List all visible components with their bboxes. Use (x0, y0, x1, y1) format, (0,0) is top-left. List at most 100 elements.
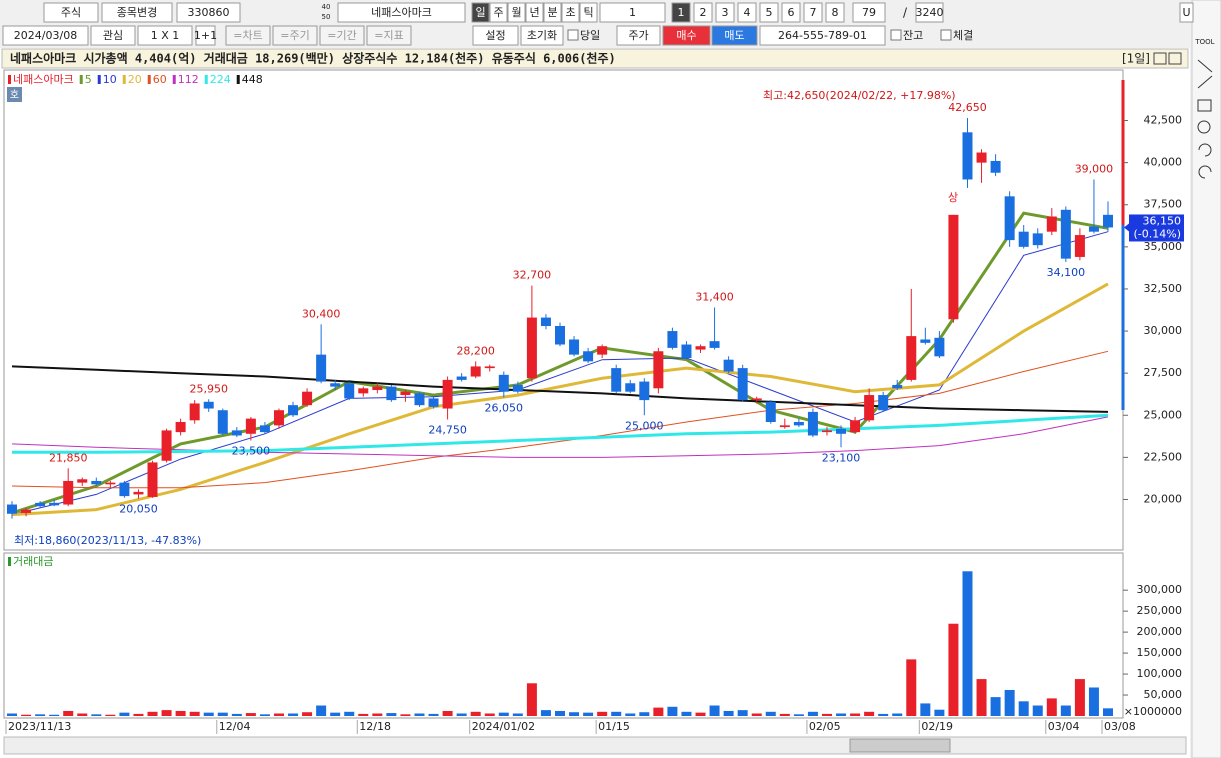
button-label: 1+1 (194, 29, 217, 42)
button[interactable] (759, 25, 886, 46)
button[interactable] (915, 2, 944, 23)
volume-bar (583, 712, 594, 716)
button[interactable] (737, 2, 757, 23)
period-label: [1일] (1122, 52, 1150, 66)
button[interactable] (90, 25, 136, 46)
button[interactable] (507, 2, 526, 23)
volume-bar (878, 713, 889, 716)
checkbox[interactable] (890, 29, 902, 41)
button[interactable] (599, 2, 666, 23)
candle-body (948, 214, 959, 320)
y-tick-label: 25,000 (1144, 408, 1183, 421)
moving-average (12, 413, 1109, 454)
button[interactable] (195, 25, 216, 46)
volume-bar (934, 709, 945, 716)
button-label: 6 (788, 6, 795, 19)
button[interactable] (520, 25, 564, 46)
legend-label: 60 (153, 73, 167, 86)
button[interactable] (471, 2, 490, 23)
y-tick-label: 100,000 (1137, 667, 1183, 680)
button-label: 월 (511, 6, 521, 19)
volume-bar (737, 710, 748, 716)
button[interactable] (2, 25, 89, 46)
scrollbar[interactable] (3, 736, 1187, 755)
button[interactable] (693, 2, 713, 23)
candle-body (273, 410, 284, 426)
button[interactable] (759, 2, 779, 23)
candle-body (414, 393, 425, 406)
separator: / (903, 6, 908, 20)
button[interactable] (579, 2, 598, 23)
checkbox[interactable] (940, 29, 952, 41)
button[interactable] (137, 25, 193, 46)
volume-bar (133, 713, 144, 716)
button-label: 설정 (485, 29, 505, 42)
button-label: 1 X 1 (151, 29, 180, 42)
candle-body (920, 339, 931, 343)
button[interactable] (472, 25, 519, 46)
candle-body (836, 428, 847, 434)
button[interactable] (711, 25, 758, 46)
candle-body (484, 366, 495, 369)
candle-body (681, 344, 692, 358)
high-label: 30,400 (302, 307, 341, 320)
button[interactable] (715, 2, 735, 23)
volume-bar (400, 714, 411, 716)
candle-body (1032, 233, 1043, 246)
volume-bar (850, 713, 861, 716)
button[interactable] (337, 2, 466, 23)
button[interactable] (662, 25, 711, 46)
x-tick-label: 02/05 (809, 720, 841, 733)
volume-bar (793, 714, 804, 716)
button[interactable] (366, 25, 412, 46)
x-tick-label: 2024/01/02 (472, 720, 535, 733)
unit-label: ×1000000 (1124, 705, 1182, 718)
tool-icons[interactable] (1197, 59, 1213, 179)
button-label: 년 (529, 6, 539, 19)
button[interactable] (803, 2, 823, 23)
y-tick-label: 32,500 (1144, 282, 1183, 295)
candle-body (569, 339, 580, 355)
button[interactable] (781, 2, 801, 23)
button[interactable] (176, 2, 241, 23)
candle-body (751, 398, 762, 401)
volume-bar (1060, 705, 1071, 716)
button[interactable] (319, 25, 365, 46)
legend-swatch (147, 75, 151, 84)
button[interactable] (825, 2, 845, 23)
button-label: 5 (766, 6, 773, 19)
scroll-thumb[interactable] (849, 738, 951, 753)
legend-label: 5 (85, 73, 92, 86)
candle-body (217, 410, 228, 434)
tool-column (1191, 0, 1221, 758)
button[interactable] (543, 2, 562, 23)
checkbox[interactable] (567, 29, 579, 41)
button[interactable] (671, 2, 691, 23)
badge-box[interactable] (7, 87, 22, 102)
button[interactable] (852, 2, 886, 23)
button[interactable] (225, 25, 271, 46)
button[interactable] (43, 2, 99, 23)
candle-body (63, 480, 74, 505)
moving-average (11, 282, 1109, 517)
volume-bar (807, 711, 818, 716)
volume-bar (259, 714, 270, 716)
button[interactable] (272, 25, 318, 46)
volume-bar (864, 711, 875, 716)
button[interactable] (616, 25, 661, 46)
high-label: 28,200 (456, 344, 495, 357)
candle-body (372, 386, 383, 390)
volume-bar (1074, 679, 1085, 716)
candle-body (962, 132, 973, 180)
candle-body (976, 152, 987, 163)
button[interactable] (489, 2, 508, 23)
window-buttons[interactable] (1153, 52, 1182, 65)
candle-body (105, 482, 116, 485)
button[interactable] (101, 2, 173, 23)
button[interactable] (525, 2, 544, 23)
volume-bar (512, 713, 523, 716)
button[interactable] (561, 2, 580, 23)
button[interactable] (1179, 2, 1194, 23)
low-label: 34,100 (1047, 266, 1086, 279)
high-label: 25,950 (189, 382, 228, 395)
